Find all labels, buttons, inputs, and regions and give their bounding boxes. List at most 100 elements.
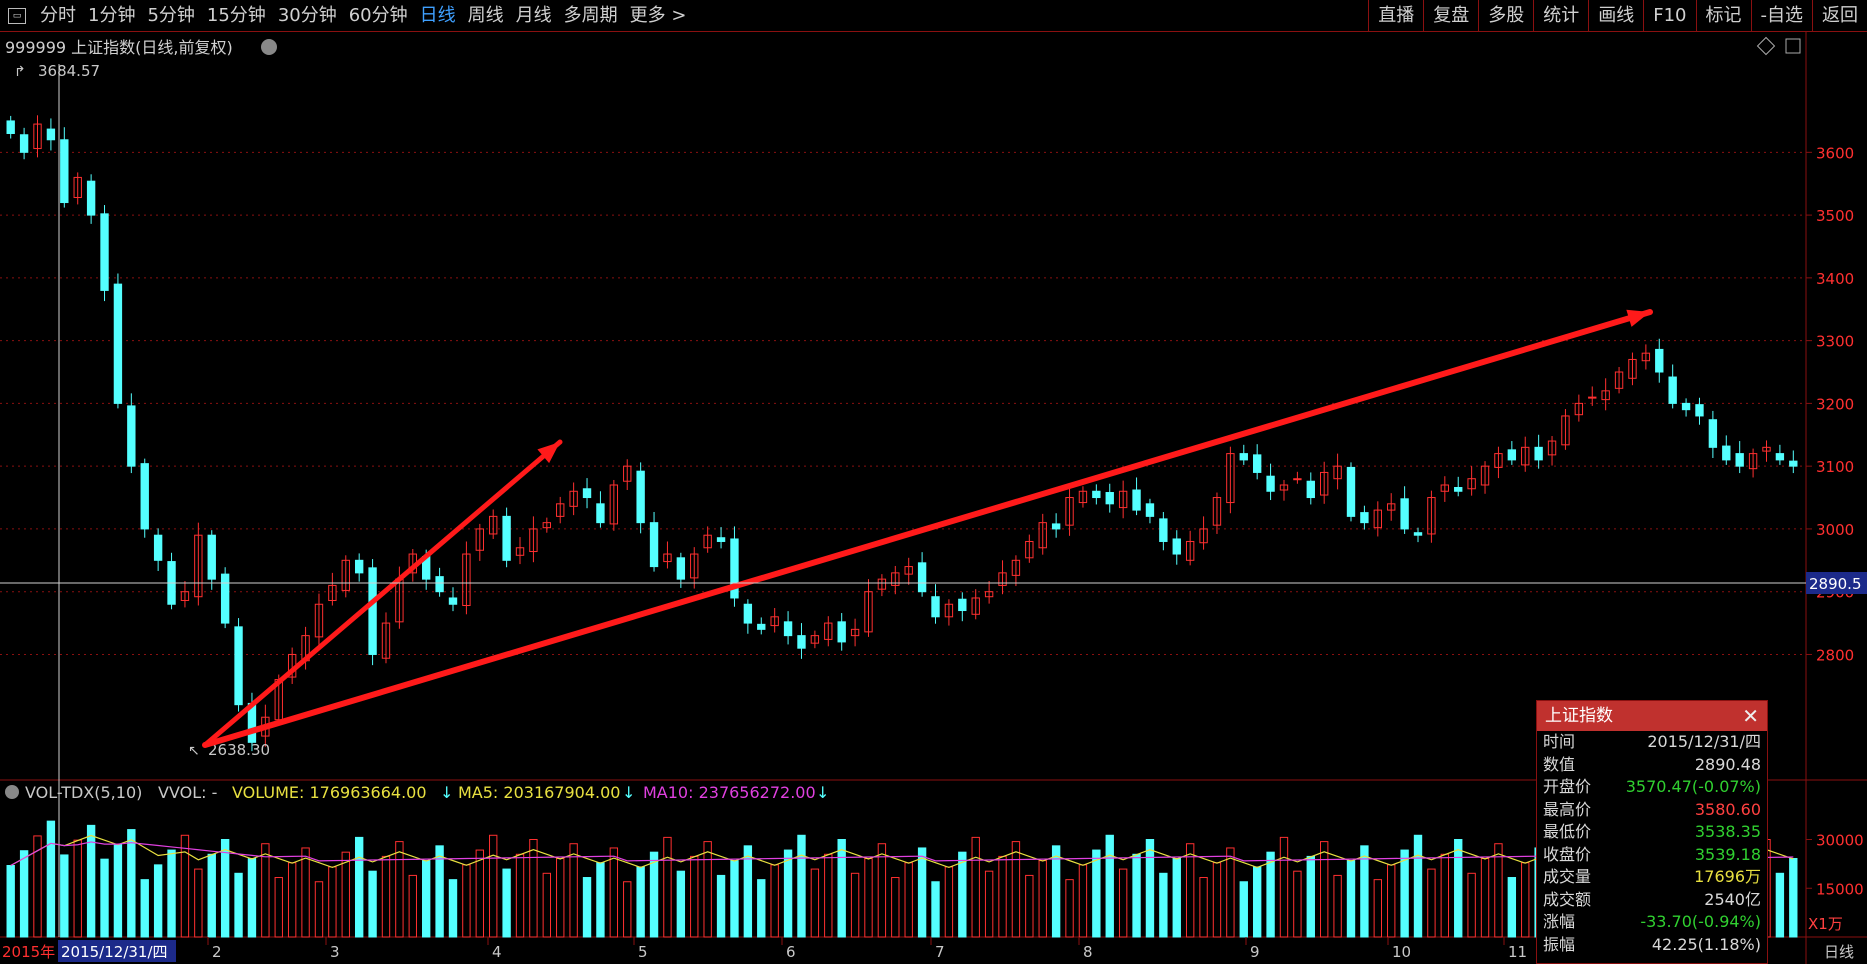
- volume-bar: [1360, 845, 1369, 938]
- volume-bar: [127, 829, 136, 938]
- toolbar-button-7[interactable]: -自选: [1750, 0, 1813, 31]
- candle-body: [1078, 490, 1088, 504]
- period-tab-7[interactable]: 周线: [467, 5, 504, 26]
- volume-bar: [824, 853, 833, 938]
- candle-body: [904, 566, 913, 575]
- candle-body: [770, 616, 779, 627]
- candle-body: [582, 488, 592, 499]
- period-tab-9[interactable]: 多周期: [563, 5, 618, 26]
- volume-bar: [569, 843, 578, 938]
- toolbar-button-4[interactable]: 画线: [1588, 0, 1643, 31]
- volume-bar: [475, 849, 484, 938]
- toolbar-button-0[interactable]: 直播: [1368, 0, 1423, 31]
- candle-body: [354, 559, 364, 574]
- candle-body: [1320, 471, 1329, 496]
- candle-body: [448, 597, 458, 605]
- info-panel-rows: 时间 2015/12/31/四 数值 2890.48 开盘价 3570.47(-0.07%…: [1537, 731, 1767, 956]
- crosshair-value: 2890.5: [1809, 575, 1862, 593]
- volume-bar: [556, 858, 565, 938]
- toolbar: ▭ 分时 1分钟 5分钟 15分钟 30分钟 60分钟 日线 周线 月线 多周期 更多 > 直播 复盘…: [0, 0, 1867, 32]
- period-tab-3[interactable]: 15分钟: [206, 5, 266, 26]
- volume-bar: [917, 847, 927, 938]
- candle-body: [1387, 503, 1396, 511]
- toolbar-button-8[interactable]: 返回: [1812, 0, 1867, 31]
- volume-bar: [663, 836, 672, 938]
- period-tab-0[interactable]: 分时: [40, 5, 76, 26]
- info-value: 2890.48: [1694, 754, 1761, 774]
- toolbar-button-3[interactable]: 统计: [1533, 0, 1588, 31]
- info-value: -33.70(-0.94%): [1640, 912, 1761, 931]
- period-tab-1[interactable]: 1分钟: [88, 5, 136, 26]
- candle-body: [1427, 497, 1436, 535]
- toolbar-button-2[interactable]: 多股: [1478, 0, 1533, 31]
- candle-body: [663, 553, 672, 563]
- year-label: 2015年: [2, 943, 55, 961]
- candle-body: [1413, 532, 1423, 536]
- volume-bar: [864, 858, 873, 938]
- candle-body: [569, 490, 578, 507]
- candle-body: [917, 562, 927, 593]
- volume-bar: [676, 870, 686, 938]
- volume-bar: [287, 862, 297, 938]
- kline-chart[interactable]: 999999 上证指数(日线,前复权) 3600 3500 3400 3300 3200 3…: [0, 32, 1867, 964]
- info-value: 17696万: [1694, 867, 1761, 886]
- toolbar-button-5[interactable]: F10: [1643, 0, 1695, 31]
- info-panel-header[interactable]: 上证指数 ✕: [1537, 701, 1767, 731]
- month-label: 11: [1508, 943, 1527, 961]
- volume-bar: [1507, 877, 1517, 938]
- info-label: 最高价: [1543, 799, 1592, 819]
- ma10-value: MA10: 237656272.00: [643, 783, 816, 802]
- period-tab-4[interactable]: 30分钟: [277, 5, 337, 26]
- info-value: 3539.18: [1694, 844, 1761, 864]
- period-tab-2[interactable]: 5分钟: [147, 5, 195, 26]
- volume-bar: [6, 865, 15, 938]
- month-label: 4: [492, 943, 502, 961]
- toolbar-button-6[interactable]: 标记: [1695, 0, 1751, 31]
- candle-body: [824, 622, 833, 640]
- candle-body: [1561, 415, 1570, 446]
- period-tabs: ▭ 分时 1分钟 5分钟 15分钟 30分钟 60分钟 日线 周线 月线 多周期 更多 >: [0, 0, 692, 31]
- candle-body: [314, 603, 324, 638]
- candle-body: [984, 591, 994, 598]
- volume-bar: [984, 870, 994, 938]
- candle-body: [1628, 358, 1637, 379]
- info-row: 涨幅 -33.70(-0.94%): [1537, 911, 1767, 934]
- period-tab-6[interactable]: 日线: [419, 5, 456, 26]
- volume-bar: [1185, 843, 1195, 938]
- candle-body: [60, 139, 69, 204]
- volume-bar: [86, 824, 96, 938]
- period-tab-8[interactable]: 月线: [515, 5, 552, 26]
- vvol-value: VVOL: -: [158, 783, 217, 802]
- info-label: 开盘价: [1543, 777, 1592, 796]
- low-marker-icon: ↖: [188, 743, 200, 759]
- volume-bar: [636, 866, 645, 938]
- toolbar-button-1[interactable]: 复盘: [1423, 0, 1478, 31]
- volume-bar: [810, 868, 820, 938]
- volume-bar: [757, 879, 766, 938]
- info-row: 时间 2015/12/31/四: [1537, 731, 1767, 754]
- period-tab-10[interactable]: 更多 >: [629, 5, 687, 26]
- volume-dropdown-icon: [5, 785, 19, 799]
- selected-date: 2015/12/31/四: [61, 943, 168, 961]
- close-icon[interactable]: ✕: [1742, 704, 1759, 728]
- candle-body: [1494, 453, 1503, 468]
- candle-body: [1440, 484, 1450, 492]
- period-tab-5[interactable]: 60分钟: [348, 5, 408, 26]
- menu-icon[interactable]: ▭: [8, 7, 26, 24]
- volume-bar: [1333, 874, 1342, 938]
- month-label: 2: [212, 943, 222, 961]
- volume-bar: [1239, 881, 1248, 938]
- price-axis-label: 3100: [1816, 458, 1854, 476]
- volume-bar: [891, 877, 900, 938]
- info-label: 成交额: [1543, 889, 1592, 909]
- volume-bar: [542, 872, 552, 938]
- volume-bar: [1226, 847, 1235, 938]
- candle-body: [33, 123, 42, 150]
- candle-body: [810, 635, 820, 644]
- candle-body: [100, 213, 109, 291]
- candle-body: [328, 584, 337, 601]
- candle-body: [1521, 446, 1530, 466]
- price-axis-label: 3600: [1816, 144, 1854, 162]
- info-panel: 上证指数 ✕ 时间 2015/12/31/四 数值 2890.48 开盘价 3570.47…: [1536, 700, 1768, 964]
- volume-bar: [529, 839, 538, 938]
